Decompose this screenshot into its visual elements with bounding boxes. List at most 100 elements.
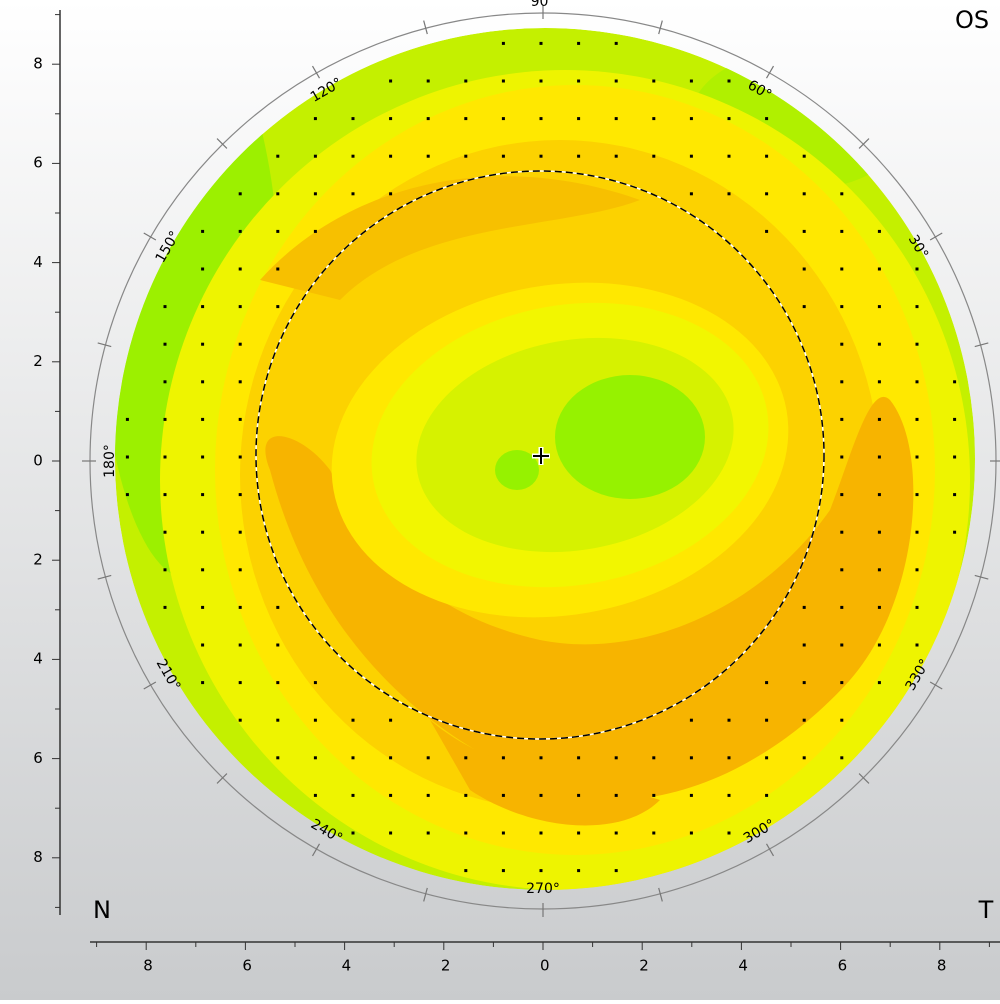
dot bbox=[727, 718, 731, 722]
dot bbox=[238, 305, 242, 309]
dot bbox=[652, 793, 656, 797]
dot bbox=[501, 154, 505, 158]
dot bbox=[915, 267, 919, 271]
dot bbox=[276, 681, 280, 685]
ring-ticks bbox=[82, 5, 1000, 917]
dot bbox=[802, 643, 806, 647]
ring-tick bbox=[929, 681, 943, 690]
dot bbox=[577, 41, 581, 45]
center-cross bbox=[532, 447, 550, 465]
dot bbox=[125, 455, 129, 459]
dot bbox=[351, 154, 355, 158]
v-axis-label: 6 bbox=[33, 154, 43, 172]
dot bbox=[276, 267, 280, 271]
dot bbox=[840, 229, 844, 233]
v-axis-label: 6 bbox=[33, 749, 43, 767]
v-axis-label: 2 bbox=[33, 352, 43, 370]
v-axis-label: 2 bbox=[33, 551, 43, 569]
ring-tick bbox=[311, 65, 321, 79]
dot bbox=[351, 831, 355, 835]
dot bbox=[238, 605, 242, 609]
dot bbox=[727, 154, 731, 158]
dot bbox=[163, 568, 167, 572]
v-axis-label: 8 bbox=[33, 848, 43, 866]
dot bbox=[238, 718, 242, 722]
dot bbox=[877, 267, 881, 271]
dot bbox=[840, 267, 844, 271]
angle-label: 180° bbox=[102, 444, 118, 478]
dot bbox=[464, 831, 468, 835]
dot bbox=[238, 342, 242, 346]
dot bbox=[201, 530, 205, 534]
dot bbox=[238, 493, 242, 497]
dot bbox=[389, 718, 393, 722]
dot bbox=[727, 831, 731, 835]
dot bbox=[877, 530, 881, 534]
dot bbox=[614, 154, 618, 158]
dot bbox=[953, 530, 957, 534]
ring-tick bbox=[858, 773, 870, 784]
dot bbox=[577, 117, 581, 121]
dot bbox=[389, 793, 393, 797]
dot bbox=[765, 192, 769, 196]
dot bbox=[125, 493, 129, 497]
h-axis-label: 8 bbox=[143, 957, 153, 975]
dot bbox=[877, 229, 881, 233]
dot bbox=[915, 455, 919, 459]
dot bbox=[802, 154, 806, 158]
dot bbox=[238, 229, 242, 233]
dot bbox=[840, 756, 844, 760]
dot bbox=[614, 79, 618, 83]
dot bbox=[501, 831, 505, 835]
h-axis-label: 8 bbox=[937, 957, 947, 975]
dot bbox=[539, 869, 543, 873]
dot bbox=[426, 793, 430, 797]
dot bbox=[501, 41, 505, 45]
dot bbox=[953, 380, 957, 384]
ring-tick bbox=[423, 887, 428, 902]
dot bbox=[765, 756, 769, 760]
dot bbox=[201, 681, 205, 685]
dot bbox=[464, 79, 468, 83]
dot bbox=[426, 756, 430, 760]
dot bbox=[276, 718, 280, 722]
dot bbox=[802, 229, 806, 233]
dot bbox=[915, 605, 919, 609]
dot bbox=[689, 718, 693, 722]
dot bbox=[501, 117, 505, 121]
dot bbox=[351, 793, 355, 797]
dot bbox=[426, 831, 430, 835]
dot bbox=[765, 154, 769, 158]
dot bbox=[765, 117, 769, 121]
dot bbox=[802, 681, 806, 685]
h-axis-label: 2 bbox=[441, 957, 451, 975]
dot bbox=[389, 756, 393, 760]
dot bbox=[877, 380, 881, 384]
dot bbox=[539, 79, 543, 83]
ring-tick bbox=[929, 232, 943, 241]
dot bbox=[163, 530, 167, 534]
dot bbox=[577, 869, 581, 873]
dot bbox=[201, 229, 205, 233]
dot bbox=[877, 342, 881, 346]
dot bbox=[276, 229, 280, 233]
dot bbox=[765, 229, 769, 233]
dot bbox=[238, 568, 242, 572]
dot bbox=[802, 756, 806, 760]
dot bbox=[652, 79, 656, 83]
dot bbox=[539, 793, 543, 797]
dot bbox=[201, 568, 205, 572]
dot bbox=[163, 417, 167, 421]
dot bbox=[163, 493, 167, 497]
dot bbox=[840, 305, 844, 309]
dot bbox=[276, 756, 280, 760]
dot bbox=[727, 79, 731, 83]
dot bbox=[840, 380, 844, 384]
ring-tick bbox=[658, 887, 663, 902]
v-axis-label: 4 bbox=[33, 253, 43, 271]
dot bbox=[276, 643, 280, 647]
dot bbox=[840, 192, 844, 196]
dot bbox=[840, 417, 844, 421]
dot bbox=[464, 117, 468, 121]
dot bbox=[953, 493, 957, 497]
